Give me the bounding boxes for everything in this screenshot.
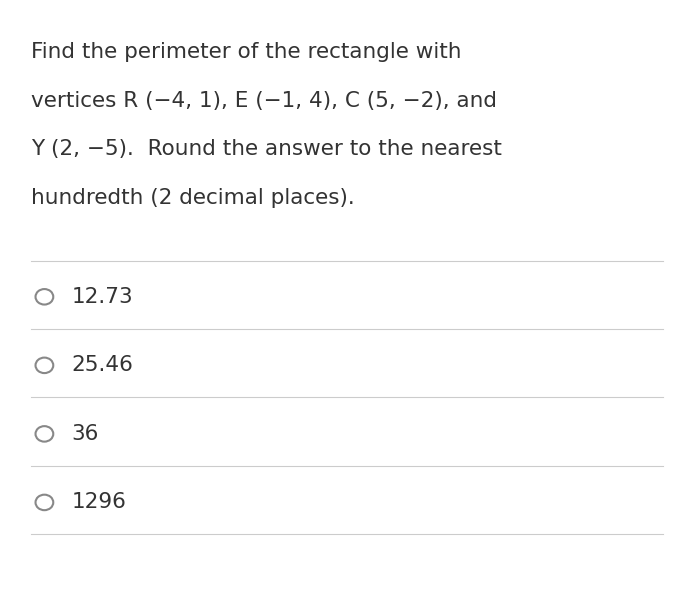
Text: Find the perimeter of the rectangle with: Find the perimeter of the rectangle with xyxy=(31,42,461,62)
Text: hundredth (2 decimal places).: hundredth (2 decimal places). xyxy=(31,188,354,209)
Text: 12.73: 12.73 xyxy=(72,287,133,307)
Text: 36: 36 xyxy=(72,424,99,444)
Text: 1296: 1296 xyxy=(72,492,126,513)
Text: Y (2, −5).  Round the answer to the nearest: Y (2, −5). Round the answer to the neare… xyxy=(31,139,501,160)
Text: 25.46: 25.46 xyxy=(72,355,134,375)
Text: vertices R (−4, 1), E (−1, 4), C (5, −2), and: vertices R (−4, 1), E (−1, 4), C (5, −2)… xyxy=(31,91,497,111)
